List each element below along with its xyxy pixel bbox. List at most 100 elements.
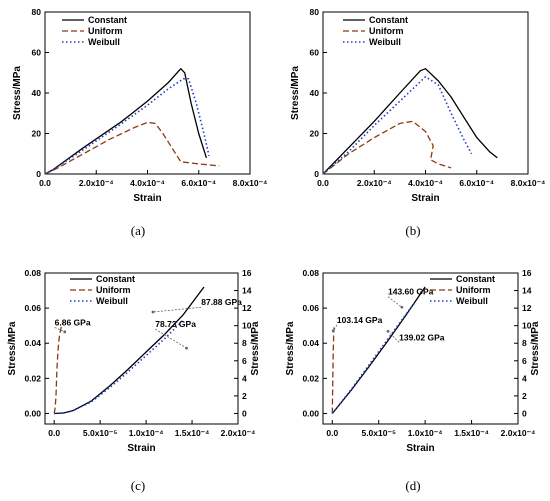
y-tick-label: 40 <box>310 88 320 98</box>
plot-frame <box>322 272 519 425</box>
series-line-constant <box>44 68 208 175</box>
annotation-label: 143.60 GPa <box>388 287 434 297</box>
annotation-arrow <box>387 296 403 308</box>
y-right-tick-label: 0 <box>242 408 247 418</box>
annotation-label: 6.86 GPa <box>55 317 91 327</box>
panel-label: (d) <box>405 478 420 493</box>
series-line-constant <box>331 286 426 414</box>
x-tick-label: 0.0 <box>39 178 51 188</box>
legend-entry-constant: Constant <box>96 274 135 284</box>
x-tick-label: 4.0x10⁻⁴ <box>408 178 443 188</box>
y-right-tick-label: 2 <box>522 391 527 401</box>
annotation-label: 139.02 GPa <box>399 332 445 342</box>
y-tick-label: 0.06 <box>24 303 41 313</box>
annotation-arrow <box>152 306 202 313</box>
annotation-arrow-head <box>63 330 67 334</box>
y-tick-label: 0.04 <box>24 338 41 348</box>
y-right-tick-label: 12 <box>522 303 532 313</box>
legend-entry-constant: Constant <box>456 274 495 284</box>
annotation-arrow <box>54 327 65 333</box>
y-right-tick-label: 10 <box>522 321 532 331</box>
x-tick-label: 0.0 <box>48 428 60 438</box>
series-line-weibull <box>331 300 417 414</box>
y-tick-label: 80 <box>32 7 42 17</box>
y-tick-label: 0.06 <box>302 303 319 313</box>
y-tick-label: 20 <box>32 129 42 139</box>
x-tick-label: 1.0x10⁻⁴ <box>408 428 443 438</box>
x-tick-label: 1.5x10⁻⁴ <box>454 428 489 438</box>
legend-entry-uniform: Uniform <box>96 285 131 295</box>
x-tick-label: 0.0 <box>326 428 338 438</box>
y-tick-label: 0 <box>36 169 41 179</box>
x-axis-label: Strain <box>127 443 155 454</box>
legend-entry-constant: Constant <box>369 15 408 25</box>
annotation-arrow-head <box>151 310 155 314</box>
chart-panel-c: 0.0 5.0x10⁻⁵ 1.0x10⁻⁴ 1.5x10⁻⁴ 2.0x10⁻⁴ 0.00 0… <box>7 268 261 493</box>
y-tick-label: 0 <box>314 169 319 179</box>
annotation-label: 78.73 GPa <box>155 319 196 329</box>
y-axis-label: Stress/MPa <box>12 66 23 120</box>
y-axis-label: Stress/MPa <box>285 321 296 375</box>
y-right-tick-label: 6 <box>522 356 527 366</box>
y-tick-label: 80 <box>310 7 320 17</box>
legend-entry-constant: Constant <box>88 15 127 25</box>
annotation-label: 103.14 GPa <box>337 315 383 325</box>
x-tick-label: 2.0x10⁻⁴ <box>357 178 392 188</box>
annotation-arrow-head <box>400 305 404 309</box>
y-right-tick-label: 2 <box>242 391 247 401</box>
series-line-uniform <box>44 121 220 175</box>
y-axis-label: Stress/MPa <box>290 66 301 120</box>
y-tick-label: 0.02 <box>24 373 41 383</box>
x-tick-label: 5.0x10⁻⁵ <box>361 428 395 438</box>
y-right-tick-label: 0 <box>522 408 527 418</box>
panel-label: (c) <box>131 478 145 493</box>
y-right-tick-label: 4 <box>242 373 247 383</box>
plot-frame <box>322 11 529 175</box>
legend-entry-uniform: Uniform <box>88 26 123 36</box>
legend-entry-weibull: Weibull <box>88 37 120 47</box>
annotation-arrow-head <box>185 346 188 350</box>
x-tick-label: 2.0x10⁻⁴ <box>79 178 114 188</box>
panel-label: (a) <box>131 223 145 238</box>
annotation-arrow-head <box>386 329 390 333</box>
y-right-tick-label: 16 <box>522 268 532 278</box>
annotation-arrow <box>332 324 338 332</box>
y-right-tick-label: 8 <box>522 338 527 348</box>
y-right-tick-label: 12 <box>242 303 252 313</box>
series-line-uniform <box>53 321 64 414</box>
legend-entry-weibull: Weibull <box>456 296 488 306</box>
annotation-arrow <box>387 331 400 343</box>
y-tick-label: 20 <box>310 129 320 139</box>
x-tick-label: 8.0x10⁻⁴ <box>233 178 268 188</box>
legend-entry-uniform: Uniform <box>369 26 404 36</box>
x-tick-label: 6.0x10⁻⁴ <box>181 178 216 188</box>
annotation-arrow <box>155 328 187 349</box>
legend-entry-uniform: Uniform <box>456 285 491 295</box>
x-tick-label: 1.5x10⁻⁴ <box>175 428 210 438</box>
x-tick-label: 6.0x10⁻⁴ <box>459 178 494 188</box>
annotation-label: 87.88 GPa <box>201 297 242 307</box>
panel-label: (b) <box>405 223 420 238</box>
x-axis-label: Strain <box>411 193 439 204</box>
x-tick-label: 2.0x10⁻⁴ <box>221 428 256 438</box>
y-right-tick-label: 14 <box>522 286 532 296</box>
x-tick-label: 2.0x10⁻⁴ <box>501 428 536 438</box>
series-line-weibull <box>44 78 210 175</box>
y-right-axis-label: Stress/MPa <box>250 321 261 375</box>
y-right-tick-label: 6 <box>242 356 247 366</box>
x-tick-label: 0.0 <box>317 178 329 188</box>
plot-frame <box>44 272 239 425</box>
y-tick-label: 0.08 <box>302 268 319 278</box>
y-tick-label: 0.00 <box>302 408 319 418</box>
y-right-tick-label: 8 <box>242 338 247 348</box>
y-axis-label: Stress/MPa <box>7 321 18 375</box>
chart-panel-d: 0.0 5.0x10⁻⁵ 1.0x10⁻⁴ 1.5x10⁻⁴ 2.0x10⁻⁴ 0.00 0… <box>285 268 541 493</box>
series-line-constant <box>322 68 498 175</box>
legend-entry-weibull: Weibull <box>369 37 401 47</box>
y-tick-label: 60 <box>310 48 320 58</box>
annotation-arrow-head <box>331 329 335 333</box>
y-tick-label: 0.00 <box>24 408 41 418</box>
series-line-uniform <box>322 120 452 175</box>
